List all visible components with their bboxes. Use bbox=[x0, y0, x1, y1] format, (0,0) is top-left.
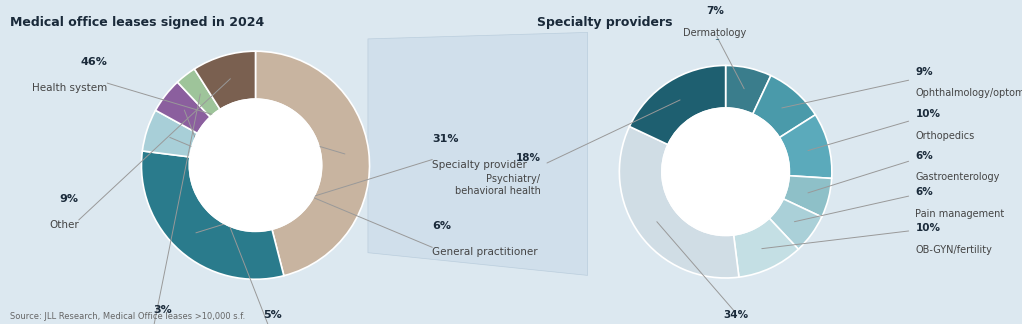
Text: 18%: 18% bbox=[515, 153, 541, 163]
Text: Psychiatry/
behavioral health: Psychiatry/ behavioral health bbox=[455, 163, 541, 196]
Circle shape bbox=[662, 108, 789, 236]
Text: 34%: 34% bbox=[724, 310, 749, 320]
Circle shape bbox=[189, 99, 322, 231]
Text: 10%: 10% bbox=[916, 223, 940, 233]
Wedge shape bbox=[734, 218, 798, 277]
Text: Dermatology: Dermatology bbox=[684, 16, 747, 38]
Wedge shape bbox=[630, 65, 726, 145]
Text: Orthopedics: Orthopedics bbox=[916, 119, 975, 141]
Text: Specialty providers: Specialty providers bbox=[537, 16, 672, 29]
Text: Pain management: Pain management bbox=[916, 197, 1005, 219]
Text: 5%: 5% bbox=[264, 310, 282, 320]
Wedge shape bbox=[178, 69, 220, 117]
Text: Medical office leases signed in 2024: Medical office leases signed in 2024 bbox=[10, 16, 265, 29]
Wedge shape bbox=[770, 199, 822, 249]
Wedge shape bbox=[753, 75, 816, 138]
Wedge shape bbox=[141, 151, 284, 279]
Text: Ophthalmology/optometry: Ophthalmology/optometry bbox=[916, 77, 1022, 98]
Text: Source: JLL Research, Medical Office leases >10,000 s.f.: Source: JLL Research, Medical Office lea… bbox=[10, 312, 245, 321]
Text: 7%: 7% bbox=[706, 6, 724, 16]
Text: Specialty provider: Specialty provider bbox=[432, 159, 527, 169]
Text: Other: Other bbox=[49, 220, 79, 230]
Text: Health system: Health system bbox=[32, 83, 107, 93]
Text: General practitioner: General practitioner bbox=[432, 247, 538, 257]
Wedge shape bbox=[619, 126, 739, 278]
Text: 6%: 6% bbox=[916, 187, 933, 197]
Wedge shape bbox=[155, 82, 211, 133]
Text: 9%: 9% bbox=[916, 67, 933, 77]
Wedge shape bbox=[780, 115, 832, 179]
Text: 3%: 3% bbox=[153, 305, 172, 315]
Text: OB-GYN/fertility: OB-GYN/fertility bbox=[916, 233, 992, 255]
Wedge shape bbox=[194, 51, 256, 110]
Text: 6%: 6% bbox=[432, 221, 452, 231]
Text: Gastroenterology: Gastroenterology bbox=[916, 161, 1000, 182]
Text: 10%: 10% bbox=[916, 109, 940, 119]
Text: 31%: 31% bbox=[432, 133, 459, 144]
Wedge shape bbox=[142, 110, 197, 157]
Text: 9%: 9% bbox=[59, 194, 79, 204]
Wedge shape bbox=[726, 65, 771, 114]
Text: 6%: 6% bbox=[916, 151, 933, 161]
Text: Other: Other bbox=[723, 320, 750, 324]
Wedge shape bbox=[256, 51, 370, 276]
Text: 46%: 46% bbox=[81, 57, 107, 67]
Wedge shape bbox=[783, 176, 832, 217]
